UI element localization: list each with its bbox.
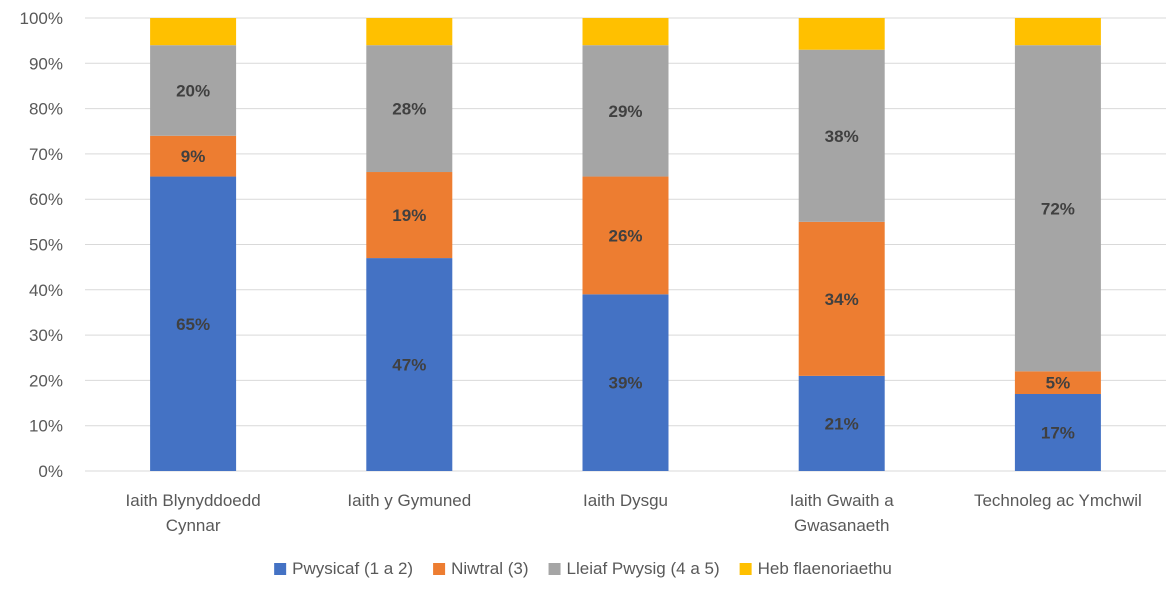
bar-segment	[798, 18, 885, 50]
bar-segment	[366, 258, 453, 471]
bar-segment	[150, 176, 237, 472]
y-tick-label: 20%	[29, 371, 63, 390]
data-label: 17%	[1041, 423, 1075, 442]
category-label: Iaith y Gymuned	[347, 491, 471, 510]
y-tick-label: 40%	[29, 281, 63, 300]
y-tick-label: 60%	[29, 190, 63, 209]
data-label: 5%	[1046, 374, 1071, 393]
y-tick-label: 30%	[29, 326, 63, 345]
bar-segment	[150, 45, 237, 136]
legend-label: Lleiaf Pwysig (4 a 5)	[567, 559, 720, 578]
legend-label: Heb flaenoriaethu	[758, 559, 892, 578]
bar-segment	[1014, 18, 1101, 46]
data-label: 19%	[392, 206, 426, 225]
bar-segment	[582, 176, 669, 295]
data-label: 29%	[608, 102, 642, 121]
y-tick-label: 10%	[29, 417, 63, 436]
bar-segment	[798, 221, 885, 376]
data-label: 28%	[392, 100, 426, 119]
y-tick-label: 80%	[29, 100, 63, 119]
data-labels: 65% 9% 20% 47% 19% 28% 39% 26% 29% 21% 34% 38% 17% 5%…	[176, 81, 1075, 442]
bar-segment	[150, 135, 237, 177]
bar-segment	[150, 18, 237, 46]
y-tick-label: 70%	[29, 145, 63, 164]
bars	[150, 18, 1101, 472]
bar-segment	[1014, 45, 1101, 372]
data-label: 9%	[181, 147, 206, 166]
legend-item: Heb flaenoriaethu	[739, 559, 892, 578]
data-label: 26%	[608, 226, 642, 245]
y-tick-label: 100%	[20, 9, 63, 28]
y-tick-label: 90%	[29, 54, 63, 73]
bar-segment	[366, 18, 453, 46]
legend-item: Lleiaf Pwysig (4 a 5)	[548, 559, 720, 578]
legend-label: Pwysicaf (1 a 2)	[292, 559, 413, 578]
data-label: 72%	[1041, 199, 1075, 218]
y-tick-label: 50%	[29, 236, 63, 255]
legend-item: Niwtral (3)	[433, 559, 529, 578]
legend-swatch	[548, 563, 561, 575]
category-label: Iaith Blynyddoedd	[126, 491, 261, 510]
bar-segment	[1014, 371, 1101, 394]
bar-segment	[366, 45, 453, 173]
data-label: 34%	[825, 290, 859, 309]
category-label: Iaith Gwaith a	[790, 491, 894, 510]
bar-segment	[1014, 393, 1101, 471]
legend-item: Pwysicaf (1 a 2)	[274, 559, 413, 578]
legend-swatch	[274, 563, 287, 575]
data-label: 65%	[176, 315, 210, 334]
data-label: 38%	[825, 127, 859, 146]
data-label: 39%	[608, 374, 642, 393]
bar-segment	[582, 294, 669, 471]
data-label: 47%	[392, 356, 426, 375]
bar-segment	[582, 45, 669, 177]
bar-segment	[366, 172, 453, 259]
category-label: Technoleg ac Ymchwil	[974, 491, 1142, 510]
data-label: 20%	[176, 81, 210, 100]
legend-swatch	[739, 563, 752, 575]
legend-label: Niwtral (3)	[451, 559, 528, 578]
bar-segment	[798, 375, 885, 471]
category-label: Iaith Dysgu	[583, 491, 668, 510]
x-axis-category-labels: Iaith Blynyddoedd Cynnar Iaith y Gymuned Ia…	[126, 491, 1142, 535]
category-label: Cynnar	[166, 516, 221, 535]
bar-segment	[798, 49, 885, 222]
legend: Pwysicaf (1 a 2) Niwtral (3) Lleiaf Pwysig…	[274, 559, 892, 578]
category-label: Gwasanaeth	[794, 516, 889, 535]
bar-segment	[582, 18, 669, 46]
y-axis-tick-labels: 0% 10% 20% 30% 40% 50% 60% 70% 80% 90% 100%	[20, 9, 63, 481]
data-label: 21%	[825, 414, 859, 433]
y-tick-label: 0%	[38, 462, 63, 481]
legend-swatch	[433, 563, 446, 575]
